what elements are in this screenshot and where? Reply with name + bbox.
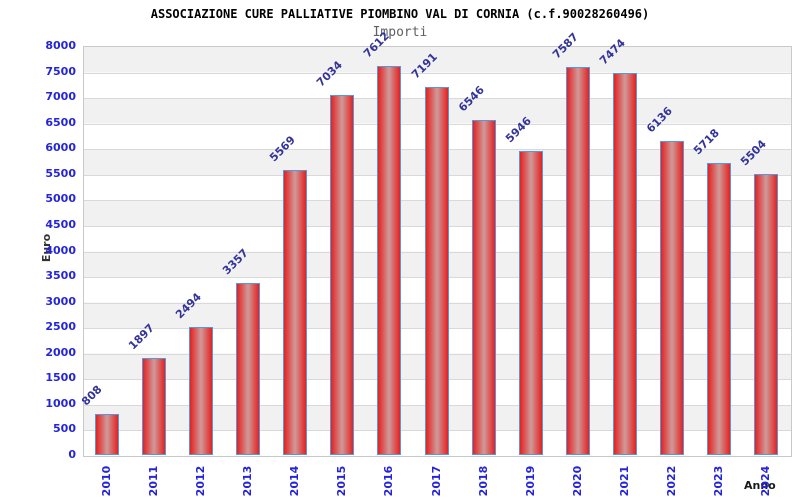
bar-2011 — [141, 358, 166, 455]
x-tick-2014: 2014 — [288, 465, 302, 497]
y-tick-2000: 2000 — [45, 345, 76, 359]
x-tick-2024: 2024 — [759, 465, 773, 497]
bar-2018 — [471, 120, 496, 455]
x-tick-2018: 2018 — [476, 465, 490, 497]
y-tick-0: 0 — [68, 448, 76, 461]
y-tick-6500: 6500 — [45, 115, 76, 129]
x-tick-2022: 2022 — [665, 465, 679, 497]
x-tick-2012: 2012 — [193, 465, 207, 497]
y-tick-5000: 5000 — [45, 192, 76, 206]
y-tick-6000: 6000 — [45, 141, 76, 155]
bar-2023 — [707, 162, 732, 455]
x-tick-2020: 2020 — [570, 465, 584, 497]
y-tick-8000: 8000 — [45, 39, 76, 52]
bar-2012 — [188, 327, 213, 455]
y-tick-1500: 1500 — [45, 371, 76, 385]
gridline-7500 — [84, 72, 791, 74]
y-tick-4500: 4500 — [45, 217, 76, 231]
bar-2013 — [235, 283, 260, 455]
y-tick-500: 500 — [53, 422, 76, 436]
x-tick-2023: 2023 — [712, 465, 726, 497]
bar-2014 — [283, 170, 308, 455]
bar-2017 — [424, 87, 449, 455]
bar-2020 — [565, 67, 590, 455]
y-tick-7000: 7000 — [45, 90, 76, 104]
x-tick-2011: 2011 — [146, 465, 160, 497]
x-tick-2021: 2021 — [618, 465, 632, 497]
bar-2016 — [377, 65, 402, 455]
x-tick-2019: 2019 — [523, 465, 537, 497]
x-tick-2017: 2017 — [429, 465, 443, 497]
chart-subtitle: Importi — [372, 25, 428, 40]
y-tick-4000: 4000 — [45, 243, 76, 257]
x-tick-2013: 2013 — [240, 465, 254, 497]
y-tick-5500: 5500 — [45, 166, 76, 180]
bar-2019 — [518, 151, 543, 455]
x-tick-2016: 2016 — [382, 465, 396, 497]
y-tick-3500: 3500 — [45, 269, 76, 283]
y-tick-7500: 7500 — [45, 64, 76, 78]
bar-2022 — [660, 141, 685, 455]
bar-2010 — [94, 413, 119, 455]
chart-title: ASSOCIAZIONE CURE PALLIATIVE PIOMBINO VA… — [150, 7, 650, 21]
bar-2021 — [613, 72, 638, 455]
x-tick-2010: 2010 — [99, 465, 113, 497]
y-tick-1000: 1000 — [45, 396, 76, 410]
bar-2024 — [754, 173, 779, 455]
y-tick-3000: 3000 — [45, 294, 76, 308]
bar-2015 — [330, 95, 355, 455]
y-tick-2500: 2500 — [45, 320, 76, 334]
x-axis-title: Anno — [744, 479, 776, 492]
x-tick-2015: 2015 — [335, 465, 349, 497]
